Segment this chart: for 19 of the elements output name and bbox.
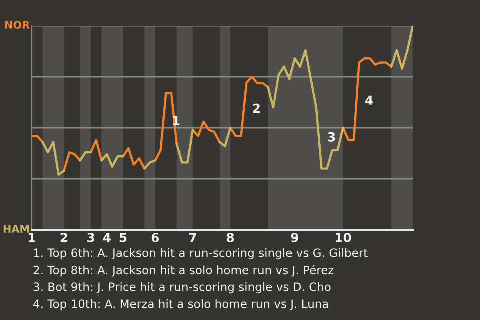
x-tick-label: 9 bbox=[291, 233, 298, 242]
text: 1. Top 6th: A. Jackson hit a run-scoring single vs G. Gilbert bbox=[34, 248, 368, 260]
annotation: 2 bbox=[253, 104, 260, 114]
x-tick-label: 6 bbox=[152, 233, 160, 242]
x-tick-label: 10 bbox=[336, 233, 352, 242]
x-tick-label: 5 bbox=[120, 233, 127, 242]
text: NOR bbox=[5, 21, 30, 30]
x-tick-label: 2 bbox=[60, 233, 68, 242]
x-tick-label: 8 bbox=[226, 233, 234, 242]
x-tick-label: 7 bbox=[189, 233, 196, 242]
annotation: 4 bbox=[366, 96, 374, 105]
x-tick-label: 1 bbox=[29, 233, 36, 242]
x-tick-label: 3 bbox=[88, 233, 94, 242]
x-tick-label: 4 bbox=[103, 233, 111, 242]
text: 4. Top 10th: A. Merza hit a solo home run vs J. Luna bbox=[34, 299, 328, 311]
annotation: 3 bbox=[328, 132, 336, 142]
text: HAM bbox=[4, 225, 30, 233]
text: 2. Top 8th: A. Jackson hit a solo home run vs J. Pérez bbox=[34, 265, 334, 277]
text: 3. Bot 9th: J. Price hit a run-scoring single vs D. Cho bbox=[34, 282, 331, 294]
